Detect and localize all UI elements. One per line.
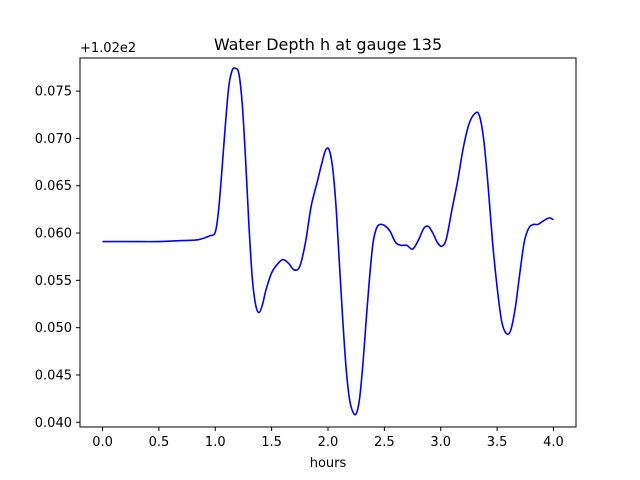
- x-tick-label: 4.0: [543, 435, 564, 450]
- y-offset-label: +1.02e2: [80, 41, 136, 56]
- x-tick-label: 1.0: [205, 435, 226, 450]
- chart-title: Water Depth h at gauge 135: [214, 35, 442, 54]
- y-tick-label: 0.040: [35, 416, 72, 431]
- x-tick-label: 3.5: [487, 435, 508, 450]
- x-tick-label: 1.5: [261, 435, 282, 450]
- x-tick-label: 3.0: [430, 435, 451, 450]
- x-axis-label: hours: [310, 456, 347, 471]
- y-tick-label: 0.065: [35, 179, 72, 194]
- y-tick-label: 0.075: [35, 85, 72, 100]
- x-tick-label: 2.0: [318, 435, 339, 450]
- axis-ticks: 0.0 0.5 1.0 1.5 2.0 2.5 3.0 3.5 4.0 0.040 0.045 0.0…: [35, 85, 564, 450]
- y-tick-label: 0.050: [35, 321, 72, 336]
- y-tick-label: 0.060: [35, 227, 72, 242]
- y-tick-label: 0.055: [35, 274, 72, 289]
- y-tick-label: 0.045: [35, 368, 72, 383]
- x-tick-label: 0.5: [149, 435, 170, 450]
- series-layer: [102, 67, 554, 416]
- plot-area-frame: [79, 57, 577, 428]
- depth-series-line: [102, 67, 554, 416]
- y-tick-label: 0.070: [35, 132, 72, 147]
- x-tick-label: 2.5: [374, 435, 395, 450]
- x-tick-label: 0.0: [92, 435, 113, 450]
